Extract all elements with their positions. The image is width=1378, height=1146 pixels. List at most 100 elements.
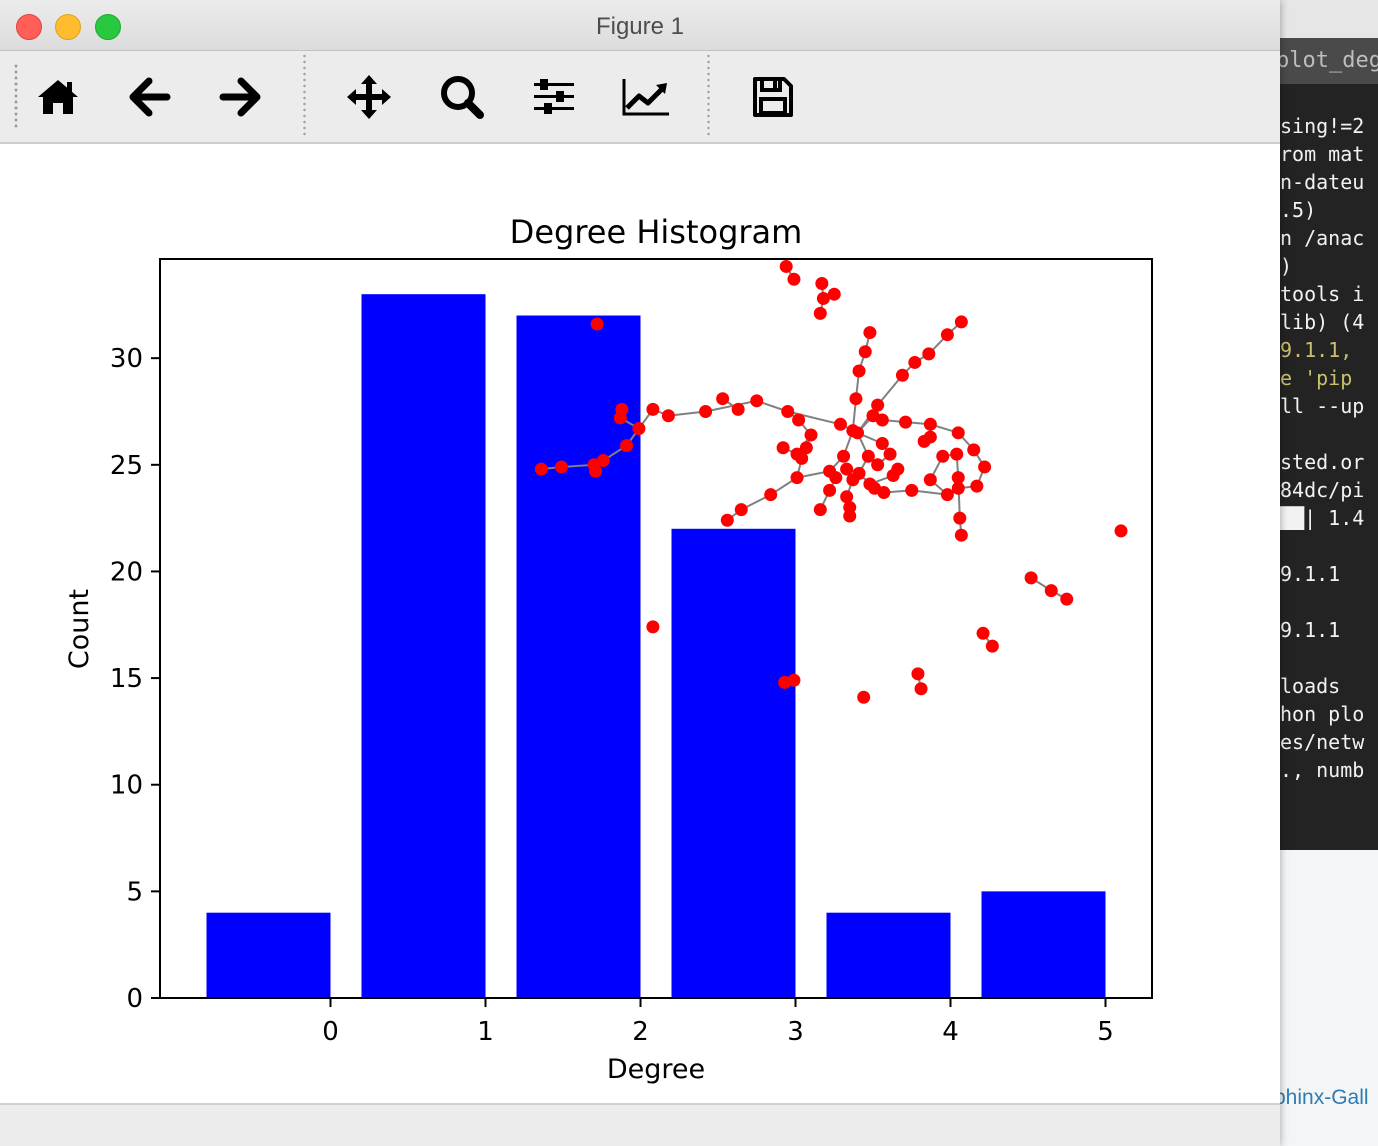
terminal-line: 9.1.1 xyxy=(1280,562,1341,586)
background-terminal-tab[interactable]: plot_degr xyxy=(1280,38,1378,84)
edit-axes-button[interactable] xyxy=(618,69,674,125)
terminal-line: 84dc/pi xyxy=(1280,478,1365,502)
terminal-line: n-dateu xyxy=(1280,170,1365,194)
graph-node xyxy=(951,426,965,440)
terminal-line: 9.1.1 xyxy=(1280,618,1341,642)
chart-line-icon xyxy=(622,79,669,116)
terminal-line: ll --up xyxy=(1280,394,1365,418)
maximize-window-button[interactable] xyxy=(95,14,121,40)
graph-node xyxy=(790,471,804,485)
graph-node xyxy=(833,417,847,431)
graph-node xyxy=(776,441,790,455)
y-tick-label: 10 xyxy=(110,771,143,801)
graph-node xyxy=(954,315,968,329)
graph-node xyxy=(1024,571,1038,585)
zoom-icon xyxy=(441,76,484,119)
terminal-line xyxy=(1280,588,1378,616)
minimize-window-button[interactable] xyxy=(55,14,81,40)
pan-button[interactable] xyxy=(341,69,397,125)
graph-node xyxy=(951,471,965,485)
graph-node xyxy=(816,291,830,305)
floppy-disk-icon xyxy=(753,77,793,117)
background-terminal-window: plot_degr sing!=2 rom mat n-dateu .5) n /ana… xyxy=(1280,0,1378,850)
graph-node xyxy=(779,259,793,273)
graph-node xyxy=(815,277,829,291)
y-axis-ticks: 0 5 10 15 20 25 30 xyxy=(110,344,160,1014)
terminal-line: loads xyxy=(1280,674,1341,698)
graph-node xyxy=(908,355,922,369)
graph-edge xyxy=(787,410,841,426)
graph-node xyxy=(795,451,809,465)
graph-node xyxy=(646,402,660,416)
graph-node xyxy=(1060,592,1074,606)
graph-node xyxy=(967,443,981,457)
histogram-bar xyxy=(826,912,951,998)
graph-node xyxy=(613,411,627,425)
graph-node xyxy=(823,483,837,497)
graph-node xyxy=(589,464,603,478)
graph-node xyxy=(857,690,871,704)
graph-node xyxy=(554,460,568,474)
background-docs-page xyxy=(1280,850,1378,1146)
x-tick-label: 2 xyxy=(632,1017,649,1047)
graph-node xyxy=(875,413,889,427)
graph-node xyxy=(534,462,548,476)
graph-node xyxy=(886,468,900,482)
graph-node xyxy=(875,436,889,450)
graph-node xyxy=(792,413,806,427)
graph-node xyxy=(764,488,778,502)
graph-node xyxy=(852,364,866,378)
terminal-line xyxy=(1280,532,1378,560)
figure-canvas[interactable]: Degree Histogram 0 1 2 3 4 5 0 5 10 15 20 25 30 Deg… xyxy=(0,144,1280,1102)
graph-node xyxy=(787,673,801,687)
graph-node xyxy=(951,481,965,495)
graph-node xyxy=(976,626,990,640)
histogram-bar xyxy=(981,891,1106,998)
graph-node xyxy=(787,272,801,286)
home-button[interactable] xyxy=(30,69,86,125)
histogram-bar xyxy=(206,912,331,998)
graph-node xyxy=(923,417,937,431)
arrow-right-icon xyxy=(219,77,261,117)
graph-node xyxy=(716,392,730,406)
move-icon xyxy=(347,75,391,119)
graph-node xyxy=(804,428,818,442)
configure-subplots-button[interactable] xyxy=(526,69,582,125)
graph-node xyxy=(661,409,675,423)
y-tick-label: 15 xyxy=(110,664,143,694)
graph-node xyxy=(632,422,646,436)
zoom-button[interactable] xyxy=(434,69,490,125)
x-axis-label: Degree xyxy=(607,1054,705,1085)
back-button[interactable] xyxy=(122,69,178,125)
terminal-line: hon plo xyxy=(1280,702,1365,726)
graph-node xyxy=(978,460,992,474)
histogram-bar xyxy=(671,528,796,998)
window-titlebar[interactable]: Figure 1 xyxy=(0,0,1280,51)
graph-node xyxy=(813,503,827,517)
background-docs-link[interactable]: phinx-Gall xyxy=(1280,1086,1378,1116)
y-tick-label: 25 xyxy=(110,451,143,481)
graph-node xyxy=(781,404,795,418)
terminal-line: n /anac xyxy=(1280,226,1365,250)
histogram-bar xyxy=(361,294,486,998)
terminal-line: sted.or xyxy=(1280,450,1365,474)
terminal-line: ) xyxy=(1280,254,1293,278)
graph-node xyxy=(1114,524,1128,538)
close-window-button[interactable] xyxy=(16,14,42,40)
degree-histogram-chart: Degree Histogram 0 1 2 3 4 5 0 5 10 15 20 25 30 Deg… xyxy=(64,213,1153,1085)
graph-node xyxy=(911,667,925,681)
toolbar-grip-handle[interactable] xyxy=(14,63,18,129)
save-figure-button[interactable] xyxy=(745,69,801,125)
terminal-line xyxy=(1280,644,1378,672)
home-icon xyxy=(38,80,78,114)
terminal-line: sing!=2 xyxy=(1280,114,1365,138)
graph-node xyxy=(851,426,864,440)
graph-node xyxy=(846,473,860,487)
terminal-line: ., numb xyxy=(1280,758,1365,782)
x-tick-label: 5 xyxy=(1097,1017,1114,1047)
histogram-bars xyxy=(206,294,1106,998)
graph-node xyxy=(940,328,954,342)
graph-node xyxy=(922,347,936,361)
graph-node xyxy=(849,392,863,406)
forward-button[interactable] xyxy=(212,69,268,125)
